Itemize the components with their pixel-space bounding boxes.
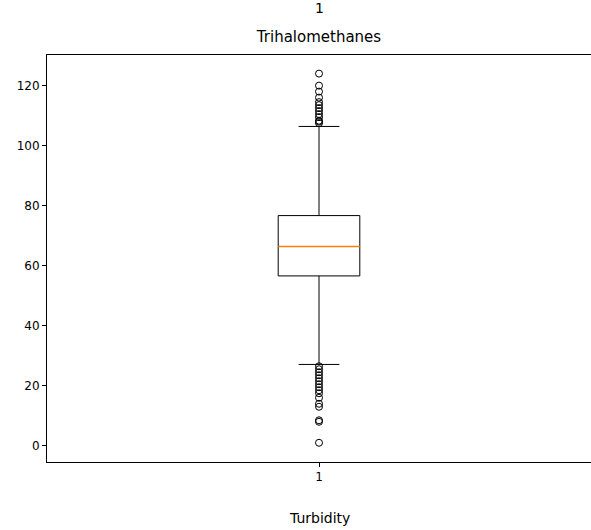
svg-text:100: 100	[17, 139, 40, 153]
svg-text:Trihalomethanes: Trihalomethanes	[256, 28, 381, 46]
svg-text:120: 120	[17, 79, 40, 93]
svg-text:80: 80	[24, 199, 39, 213]
svg-text:20: 20	[24, 379, 39, 393]
svg-text:1: 1	[315, 470, 323, 484]
svg-text:Turbidity: Turbidity	[289, 510, 350, 526]
svg-text:60: 60	[24, 259, 39, 273]
svg-text:1: 1	[315, 0, 324, 16]
svg-text:0: 0	[32, 439, 40, 453]
svg-text:40: 40	[24, 319, 39, 333]
